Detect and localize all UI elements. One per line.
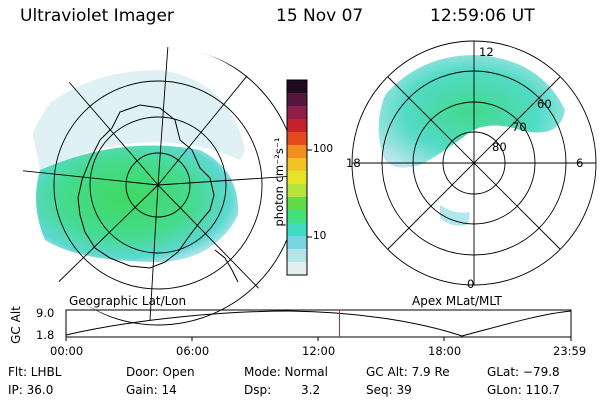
colorbar-cell — [287, 106, 307, 120]
colorbar-cell — [287, 132, 307, 146]
colorbar-cell — [287, 223, 307, 237]
status-gain: Gain: 14 — [126, 383, 177, 397]
colorbar-tick-10: 10 — [313, 230, 327, 242]
mlt-label-6: 6 — [576, 156, 584, 170]
mlt-label-12: 12 — [479, 45, 494, 59]
colorbar-cell — [287, 197, 307, 211]
status-glat: GLat: −79.8 — [487, 365, 560, 379]
xtick-1200: 12:00 — [302, 344, 336, 358]
time-label: 12:59:06 UT — [430, 6, 535, 26]
colorbar-cell — [287, 158, 307, 172]
colorbar-cell — [287, 145, 307, 159]
status-seq: Seq: 39 — [366, 383, 412, 397]
colorbar-cell — [287, 184, 307, 198]
mlt-label-0: 0 — [467, 277, 475, 291]
altitude-ytick-top: 9.0 — [36, 306, 55, 320]
status-glon: GLon: 110.7 — [487, 383, 560, 397]
status-door: Door: Open — [126, 365, 195, 379]
xtick-0000: 00:00 — [50, 344, 84, 358]
colorbar — [286, 79, 312, 276]
status-gc-alt: GC Alt: 7.9 Re — [366, 365, 450, 379]
mlt-label-18: 18 — [346, 156, 361, 170]
colorbar-cell — [287, 249, 307, 263]
magnetic-map — [351, 40, 597, 286]
mlat-label-60: 60 — [537, 97, 552, 111]
colorbar-cell — [287, 210, 307, 224]
mlat-label-70: 70 — [512, 120, 527, 134]
xtick-1800: 18:00 — [428, 344, 462, 358]
colorbar-cell — [287, 80, 307, 94]
instrument-title: Ultraviolet Imager — [20, 6, 174, 26]
status-dsp-value: 3.2 — [301, 383, 321, 397]
colorbar-unit-label: photon cm⁻²s⁻¹ — [272, 137, 286, 227]
colorbar-cell — [287, 119, 307, 133]
magnetic-caption: Apex MLat/MLT — [412, 294, 502, 308]
altitude-ylabel: GC Alt — [9, 306, 23, 344]
aurora-oval-right — [378, 55, 565, 168]
colorbar-tick-100: 100 — [313, 143, 334, 155]
xtick-0600: 06:00 — [176, 344, 210, 358]
geographic-map — [22, 47, 302, 326]
altitude-plot — [65, 309, 572, 341]
colorbar-cell — [287, 171, 307, 185]
aurora-oval-left — [36, 145, 239, 262]
status-dsp-label: Dsp: — [244, 383, 272, 397]
colorbar-cell — [287, 93, 307, 107]
xtick-2359: 23:59 — [553, 344, 587, 358]
colorbar-cell — [287, 236, 307, 250]
status-ip: IP: 36.0 — [8, 383, 54, 397]
antarctica-coastline — [77, 104, 215, 269]
altitude-curve — [65, 310, 572, 337]
date-label: 15 Nov 07 — [276, 6, 364, 26]
status-filter: Flt: LHBL — [8, 365, 62, 379]
altitude-ytick-bottom: 1.8 — [36, 328, 55, 342]
colorbar-cell — [287, 262, 307, 276]
status-mode: Mode: Normal — [244, 365, 328, 379]
geographic-caption: Geographic Lat/Lon — [69, 294, 187, 308]
mlat-label-80: 80 — [492, 140, 507, 154]
